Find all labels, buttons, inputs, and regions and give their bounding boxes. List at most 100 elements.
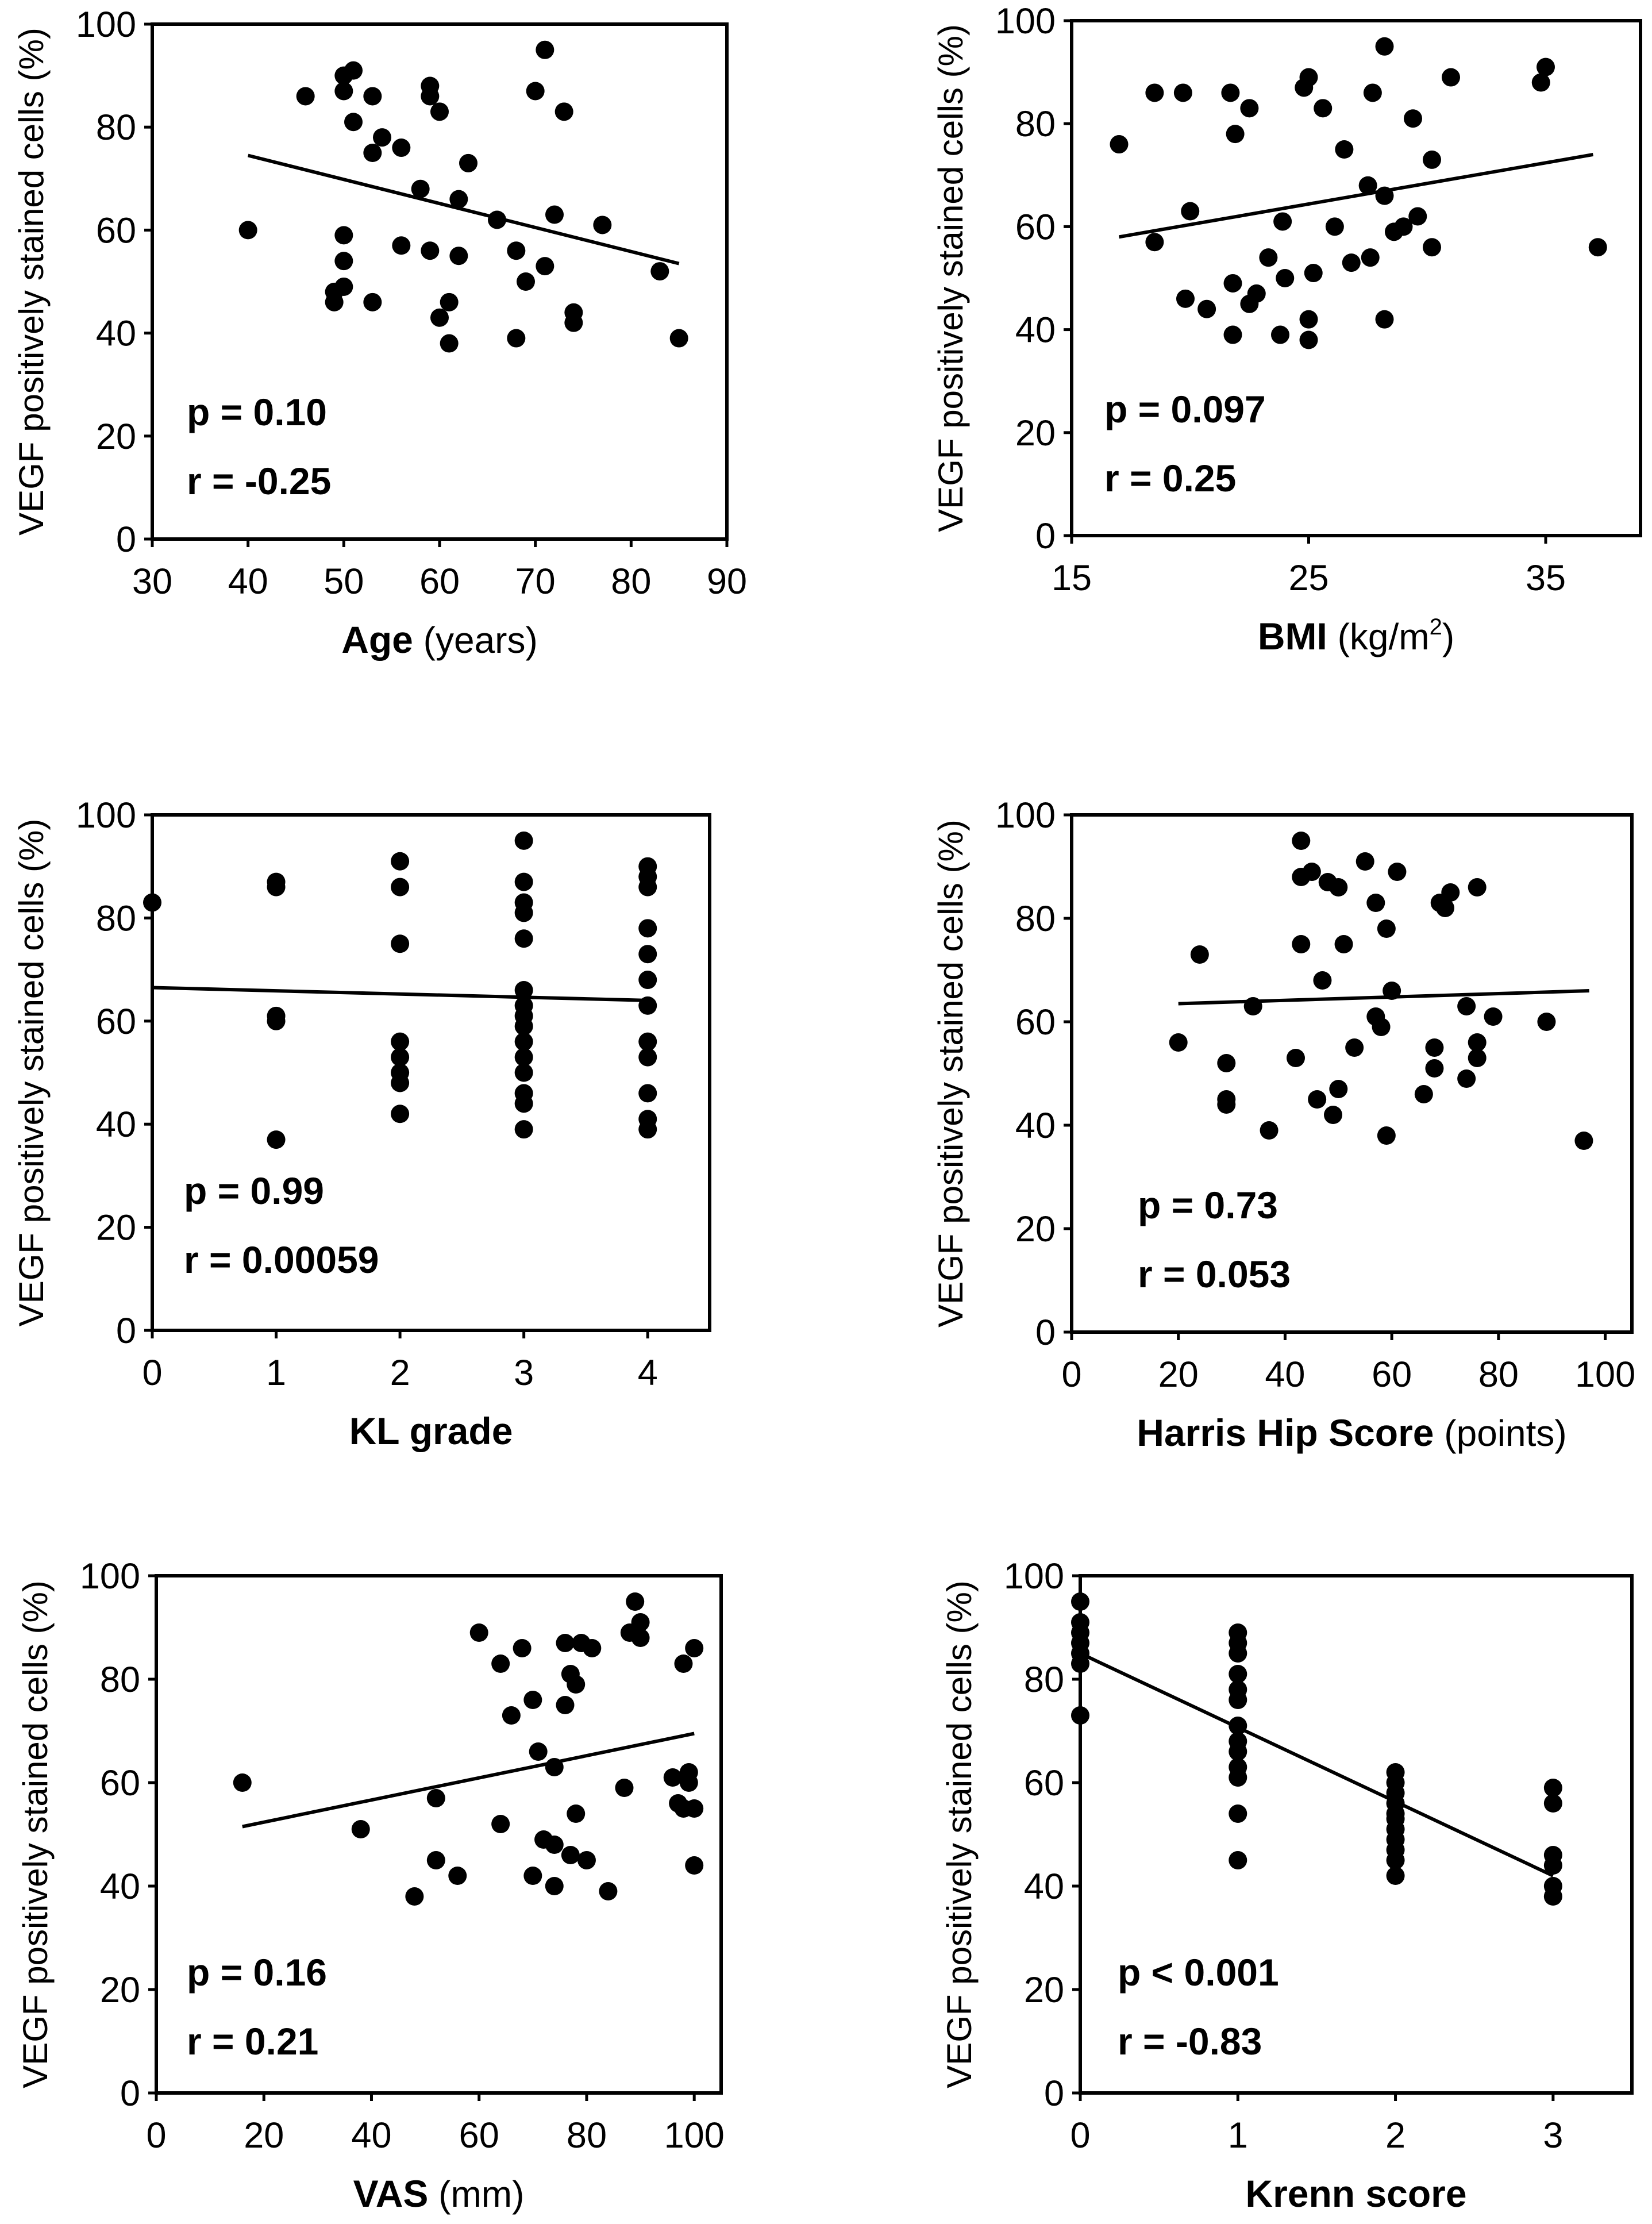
data-point — [1260, 1121, 1279, 1140]
y-tick-label: 40 — [96, 1105, 136, 1145]
data-point — [1388, 863, 1407, 881]
data-point — [1221, 83, 1240, 102]
y-tick-label: 80 — [1024, 1660, 1064, 1700]
chart-panel-5: 0 20 40 60 80 100 0 20 40 60 80 100 VEGF positively … — [16, 1556, 725, 2215]
data-point — [1457, 997, 1476, 1015]
data-point — [1145, 233, 1164, 252]
y-tick-label: 40 — [1015, 1106, 1056, 1146]
data-point — [1197, 299, 1216, 318]
data-point — [1425, 1038, 1444, 1057]
data-point — [1302, 863, 1321, 881]
x-tick-label: 60 — [459, 2115, 499, 2156]
plot-frame — [151, 813, 711, 1332]
data-point — [1324, 1106, 1342, 1124]
trend-line — [1118, 153, 1594, 239]
data-point — [514, 903, 533, 922]
p-value-label: p = 0.99 — [184, 1169, 324, 1212]
y-axis-label: VEGF positively stained cells (%) — [931, 819, 970, 1328]
x-tick-label: 3 — [1543, 2115, 1563, 2156]
data-point — [1176, 289, 1195, 308]
data-point — [440, 293, 459, 311]
x-tick-label: 30 — [132, 561, 172, 602]
data-point — [1377, 919, 1396, 938]
data-point — [1292, 935, 1311, 953]
x-axis-label: Age (years) — [341, 618, 538, 661]
data-point — [430, 102, 449, 121]
data-point — [523, 1691, 542, 1709]
data-point — [391, 1048, 410, 1067]
data-point — [1247, 284, 1266, 303]
data-point — [556, 1696, 575, 1714]
data-point — [1484, 1007, 1503, 1026]
data-point — [638, 1048, 657, 1067]
x-axis-label: KL grade — [349, 1410, 513, 1452]
data-point — [449, 247, 468, 266]
data-point — [523, 1867, 542, 1885]
data-point — [631, 1629, 650, 1647]
data-point — [421, 87, 440, 106]
data-point — [334, 252, 353, 271]
data-point — [405, 1887, 424, 1906]
x-tick-label: 15 — [1052, 558, 1092, 598]
data-point — [1335, 140, 1354, 159]
plot-frame — [1079, 1574, 1634, 2095]
data-point — [1223, 325, 1242, 344]
x-tick-label: 3 — [514, 1353, 534, 1393]
x-tick-label: 1 — [266, 1353, 286, 1393]
data-point — [517, 272, 535, 291]
y-tick-label: 20 — [1024, 1970, 1064, 2010]
data-point — [556, 1634, 575, 1652]
data-point — [514, 1120, 533, 1139]
data-point — [391, 852, 410, 871]
data-point — [1543, 1779, 1562, 1797]
data-point — [679, 1763, 698, 1781]
plot-frame — [155, 1574, 723, 2095]
data-point — [650, 262, 669, 281]
x-axis-label: VAS (mm) — [353, 2172, 525, 2215]
y-tick-label: 60 — [1015, 1002, 1056, 1042]
data-point — [1243, 997, 1262, 1015]
data-point — [1468, 878, 1487, 896]
data-point — [507, 329, 526, 348]
data-point — [545, 1836, 564, 1854]
y-tick-label: 60 — [96, 1002, 136, 1042]
data-point — [267, 1011, 286, 1030]
data-point — [1190, 945, 1209, 964]
data-point — [514, 872, 533, 891]
data-point — [449, 190, 468, 209]
x-tick-label: 70 — [515, 561, 556, 602]
x-axis-label-main: Harris Hip Score — [1137, 1411, 1434, 1454]
x-tick-label: 2 — [1385, 2115, 1405, 2156]
data-point — [351, 1820, 370, 1838]
y-tick-label: 100 — [995, 795, 1056, 836]
data-point — [638, 919, 657, 938]
x-axis-label-main: Age — [341, 618, 413, 661]
data-point — [373, 128, 391, 147]
data-point — [545, 1877, 564, 1895]
trend-line — [247, 153, 680, 266]
data-point — [1229, 1742, 1247, 1761]
data-point — [545, 1758, 564, 1776]
data-point — [430, 308, 449, 327]
data-point — [391, 934, 410, 953]
data-point — [1543, 1887, 1562, 1906]
data-point — [529, 1742, 548, 1761]
data-point — [1299, 68, 1318, 87]
data-point — [526, 82, 545, 101]
y-tick-label: 100 — [995, 1, 1056, 41]
data-point — [536, 257, 554, 276]
data-point — [392, 138, 411, 157]
data-point — [554, 102, 573, 121]
data-point — [1363, 83, 1382, 102]
data-point — [392, 236, 411, 255]
data-point — [426, 1789, 445, 1807]
r-value-label: r = -0.83 — [1118, 2020, 1262, 2063]
data-point — [296, 87, 315, 106]
data-point — [344, 113, 363, 132]
data-point — [1334, 935, 1353, 953]
data-point — [391, 1105, 410, 1123]
data-point — [1366, 894, 1385, 912]
data-point — [1441, 883, 1460, 902]
data-point — [615, 1779, 634, 1797]
